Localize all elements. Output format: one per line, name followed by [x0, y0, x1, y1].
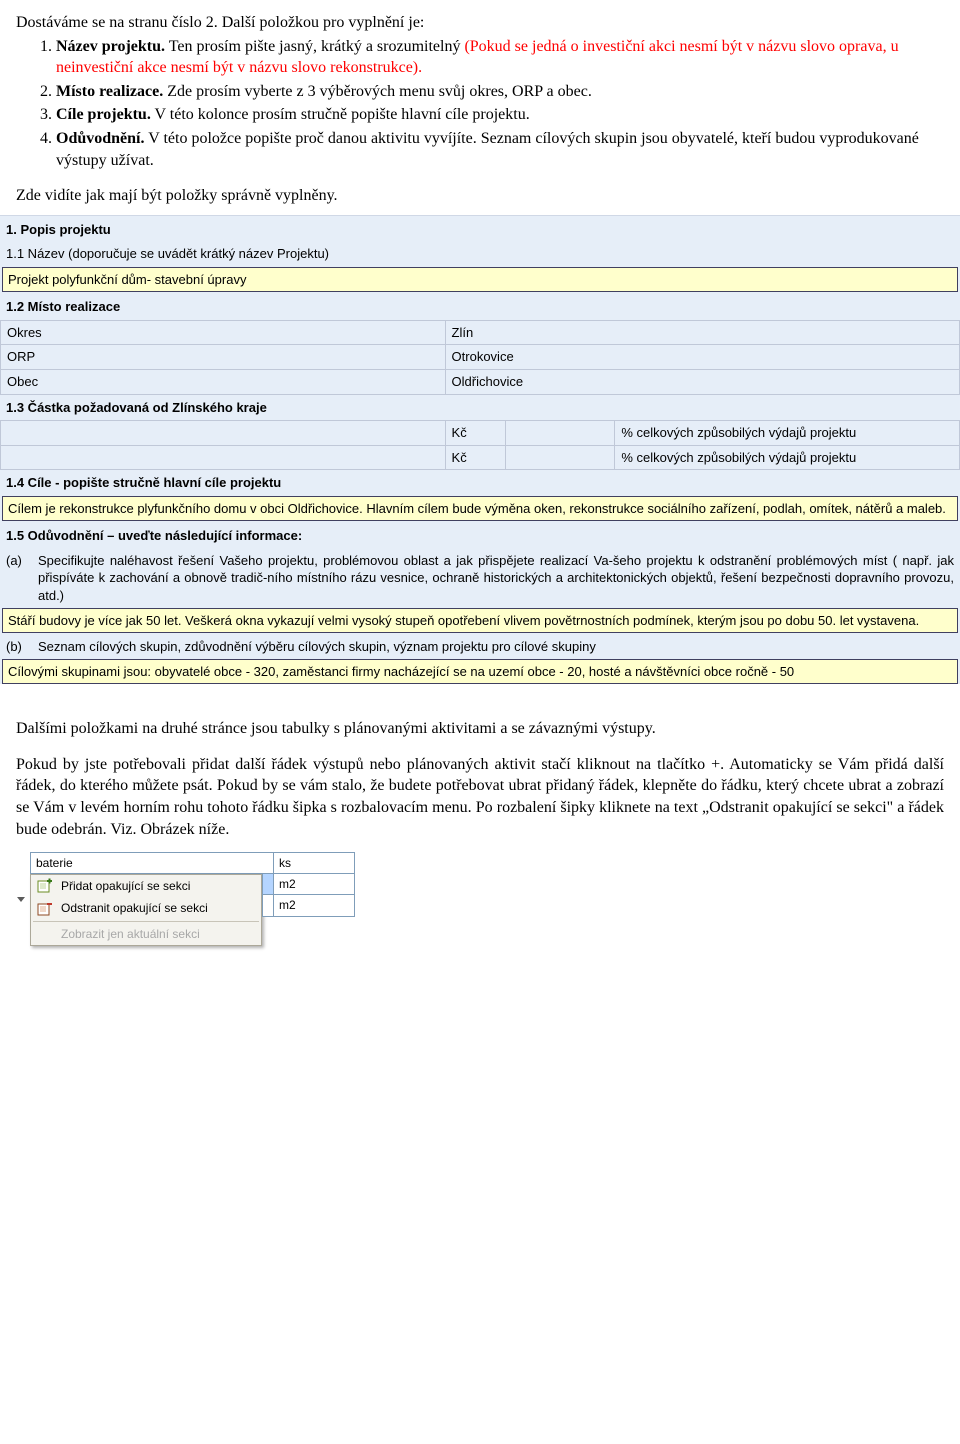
grid-cell-selected[interactable] — [263, 874, 274, 894]
menu-item-label: Zobrazit jen aktuální sekci — [61, 926, 200, 942]
pct-label: % celkových způsobilých výdajů projektu — [615, 421, 960, 446]
item-label: Odůvodnění. — [56, 130, 144, 147]
intro-outro: Zde vidíte jak mají být položky správně … — [16, 185, 944, 207]
intro-line: Dostáváme se na stranu číslo 2. Další po… — [16, 12, 944, 34]
context-menu: Přidat opakující se sekci Odstranit opak… — [30, 874, 262, 946]
table-row: Kč % celkových způsobilých výdajů projek… — [1, 421, 960, 446]
s15b-input[interactable]: Cílovými skupinami jsou: obyvatelé obce … — [2, 659, 958, 685]
item-label: Místo realizace. — [56, 83, 163, 100]
okres-label: Okres — [1, 320, 446, 345]
form-s13: 1.3 Částka požadovaná od Zlínského kraje — [0, 395, 960, 421]
form-s12: 1.2 Místo realizace — [0, 294, 960, 320]
table-row: Obec Oldřichovice — [1, 370, 960, 395]
list-item: Místo realizace. Zde prosím vyberte z 3 … — [56, 81, 944, 103]
bottom-p1: Dalšími položkami na druhé stránce jsou … — [16, 718, 944, 740]
letter-label: (a) — [6, 552, 38, 605]
dropdown-handle[interactable] — [12, 852, 30, 946]
menu-add-section[interactable]: Přidat opakující se sekci — [31, 875, 261, 897]
table-row: ORP Otrokovice — [1, 345, 960, 370]
item-label: Název projektu. — [56, 38, 165, 55]
pct-cell[interactable] — [506, 421, 615, 446]
list-item: Název projektu. Ten prosím pište jasný, … — [56, 36, 944, 79]
item-label: Cíle projektu. — [56, 106, 151, 123]
item-text: V této kolonce prosím stručně popište hl… — [151, 106, 530, 123]
orp-select[interactable]: Otrokovice — [445, 345, 959, 370]
show-section-icon — [37, 926, 53, 942]
pct-label: % celkových způsobilých výdajů projektu — [615, 445, 960, 470]
form-s15: 1.5 Odůvodnění – uveďte následující info… — [0, 523, 960, 549]
location-table: Okres Zlín ORP Otrokovice Obec Oldřichov… — [0, 320, 960, 395]
grid-cell[interactable]: m2 — [274, 895, 354, 915]
item-text: V této položce popište proč danou aktivi… — [56, 130, 919, 169]
add-section-icon — [37, 878, 53, 894]
s15b-row: (b) Seznam cílových skupin, zdůvodnění v… — [0, 635, 960, 659]
kc-label: Kč — [445, 445, 506, 470]
s15b-text: Seznam cílových skupin, zdůvodnění výběr… — [38, 638, 954, 656]
grid-cell[interactable]: baterie — [31, 853, 274, 873]
kc-label: Kč — [445, 421, 506, 446]
name-input[interactable]: Projekt polyfunkční dům- stavební úpravy — [2, 267, 958, 293]
grid-cell[interactable]: ks — [274, 853, 354, 873]
obec-label: Obec — [1, 370, 446, 395]
orp-label: ORP — [1, 345, 446, 370]
s15a-text: Specifikujte naléhavost řešení Vašeho pr… — [38, 552, 954, 605]
context-menu-screenshot: baterie ks Přidat opakující se sekci — [12, 852, 355, 946]
bottom-p2: Pokud by jste potřebovali přidat další ř… — [16, 754, 944, 840]
menu-item-label: Přidat opakující se sekci — [61, 878, 190, 894]
table-row: Okres Zlín — [1, 320, 960, 345]
menu-remove-section[interactable]: Odstranit opakující se sekci — [31, 897, 261, 919]
list-item: Odůvodnění. V této položce popište proč … — [56, 128, 944, 171]
amount-cell[interactable] — [1, 445, 446, 470]
goals-input[interactable]: Cílem je rekonstrukce plyfunkčního domu … — [2, 496, 958, 522]
remove-section-icon — [37, 901, 53, 917]
form-s14: 1.4 Cíle - popište stručně hlavní cíle p… — [0, 470, 960, 496]
item-text: Zde prosím vyberte z 3 výběrových menu s… — [163, 83, 592, 100]
obec-select[interactable]: Oldřichovice — [445, 370, 959, 395]
form-h1: 1. Popis projektu — [0, 216, 960, 242]
list-item: Cíle projektu. V této kolonce prosím str… — [56, 104, 944, 126]
item-text: Ten prosím pište jasný, krátký a srozumi… — [165, 38, 464, 55]
grid-cell[interactable] — [263, 895, 274, 915]
menu-show-current: Zobrazit jen aktuální sekci — [31, 923, 261, 945]
form-s11: 1.1 Název (doporučuje se uvádět krátký n… — [0, 241, 960, 267]
amount-table: Kč % celkových způsobilých výdajů projek… — [0, 420, 960, 470]
s15a-input[interactable]: Stáří budovy je více jak 50 let. Veškerá… — [2, 608, 958, 634]
table-row: Kč % celkových způsobilých výdajů projek… — [1, 445, 960, 470]
menu-shot-top: baterie ks Přidat opakující se sekci — [12, 852, 355, 946]
s15a-row: (a) Specifikujte naléhavost řešení Vašeh… — [0, 549, 960, 608]
letter-label: (b) — [6, 638, 38, 656]
grid-cell[interactable]: m2 — [274, 874, 354, 894]
intro-list: Název projektu. Ten prosím pište jasný, … — [56, 36, 944, 172]
pct-cell[interactable] — [506, 445, 615, 470]
form-screenshot: 1. Popis projektu 1.1 Název (doporučuje … — [0, 215, 960, 684]
menu-divider — [33, 921, 259, 922]
okres-select[interactable]: Zlín — [445, 320, 959, 345]
amount-cell[interactable] — [1, 421, 446, 446]
menu-item-label: Odstranit opakující se sekci — [61, 900, 208, 916]
